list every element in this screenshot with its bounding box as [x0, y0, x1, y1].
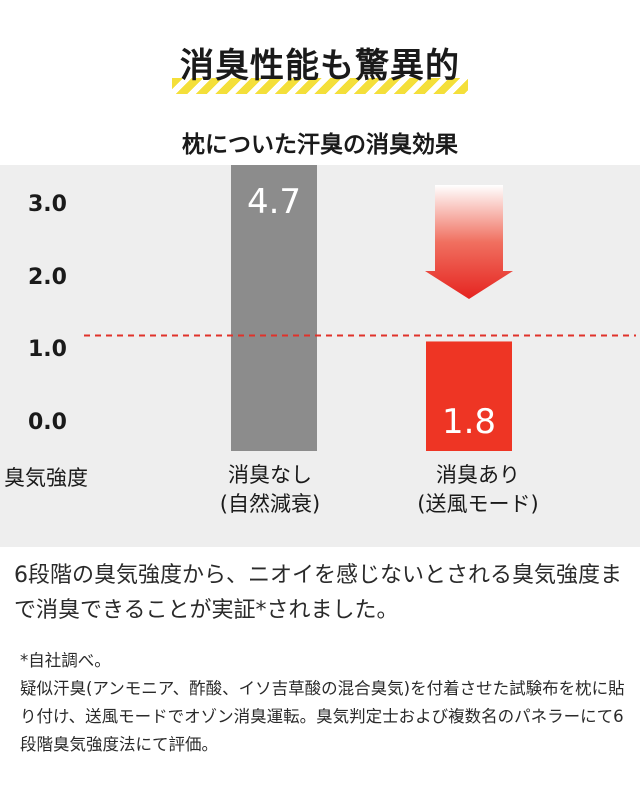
y-tick-label: 0.0	[28, 410, 67, 435]
bar-value-label: 1.8	[442, 402, 496, 442]
y-axis-label: 臭気強度	[4, 466, 88, 490]
category-label-deodorize: 消臭あり (送風モード)	[388, 461, 568, 519]
category-label-line1: 消臭なし	[228, 463, 312, 487]
bar-chart: 3.0 2.0 1.0 0.0 4.7 1.8	[28, 165, 636, 451]
page-headline: 消臭性能も驚異的	[180, 46, 460, 86]
category-label-no-deodorize: 消臭なし (自然減衰)	[190, 461, 350, 519]
y-tick-label: 1.0	[28, 337, 67, 362]
result-description: 6段階の臭気強度から、ニオイを感じないとされる臭気強度まで消臭できることが実証*…	[14, 563, 622, 623]
category-label-line2: (送風モード)	[417, 492, 539, 516]
category-label-line2: (自然減衰)	[219, 492, 321, 516]
footnote: *自社調べ。 疑似汗臭(アンモニア、酢酸、イソ吉草酸の混合臭気)を付着させた試験…	[20, 647, 630, 759]
down-arrow-icon	[425, 185, 513, 299]
category-label-line1: 消臭あり	[436, 463, 520, 487]
footnote-method: 疑似汗臭(アンモニア、酢酸、イソ吉草酸の混合臭気)を付着させた試験布を枕に貼り付…	[20, 679, 625, 754]
chart-title: 枕についた汗臭の消臭効果	[182, 132, 458, 158]
bar	[231, 165, 317, 451]
y-tick-label: 3.0	[28, 192, 67, 217]
chart-panel: 3.0 2.0 1.0 0.0 4.7 1.8 消臭なし (自然減衰) 消臭あり (送風…	[0, 165, 640, 547]
bar	[426, 341, 512, 451]
bar-value-label: 4.7	[247, 182, 301, 222]
y-tick-label: 2.0	[28, 265, 67, 290]
headline-block: 消臭性能も驚異的	[0, 38, 640, 98]
headline-underline-stripe	[172, 78, 468, 94]
footnote-source: *自社調べ。	[20, 651, 111, 670]
